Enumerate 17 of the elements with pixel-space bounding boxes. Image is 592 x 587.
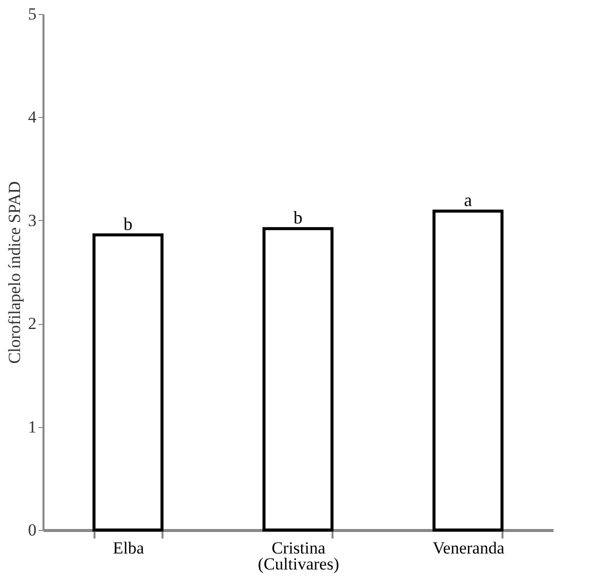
x-tick-label: Cristina bbox=[272, 538, 326, 558]
y-tick-label: 0 bbox=[28, 520, 36, 540]
bar bbox=[92, 233, 164, 532]
annotation: a bbox=[464, 190, 472, 210]
x-tick-label: Elba bbox=[112, 538, 145, 558]
x-tick-label: Veneranda bbox=[432, 538, 505, 558]
y-tick-label: 1 bbox=[28, 417, 36, 436]
y-tick-label: 2 bbox=[28, 314, 36, 334]
y-axis-title: Clorofilapelo índice SPAD bbox=[5, 181, 24, 364]
y-tick-label: 5 bbox=[28, 4, 36, 24]
y-tick-label: 4 bbox=[28, 108, 37, 127]
bar bbox=[432, 210, 504, 532]
annotation: b bbox=[294, 208, 302, 228]
y-tick-label: 3 bbox=[28, 210, 36, 230]
x-axis-title: (Cultivares) bbox=[258, 554, 340, 574]
annotation: b bbox=[124, 214, 132, 234]
bar bbox=[262, 227, 334, 532]
